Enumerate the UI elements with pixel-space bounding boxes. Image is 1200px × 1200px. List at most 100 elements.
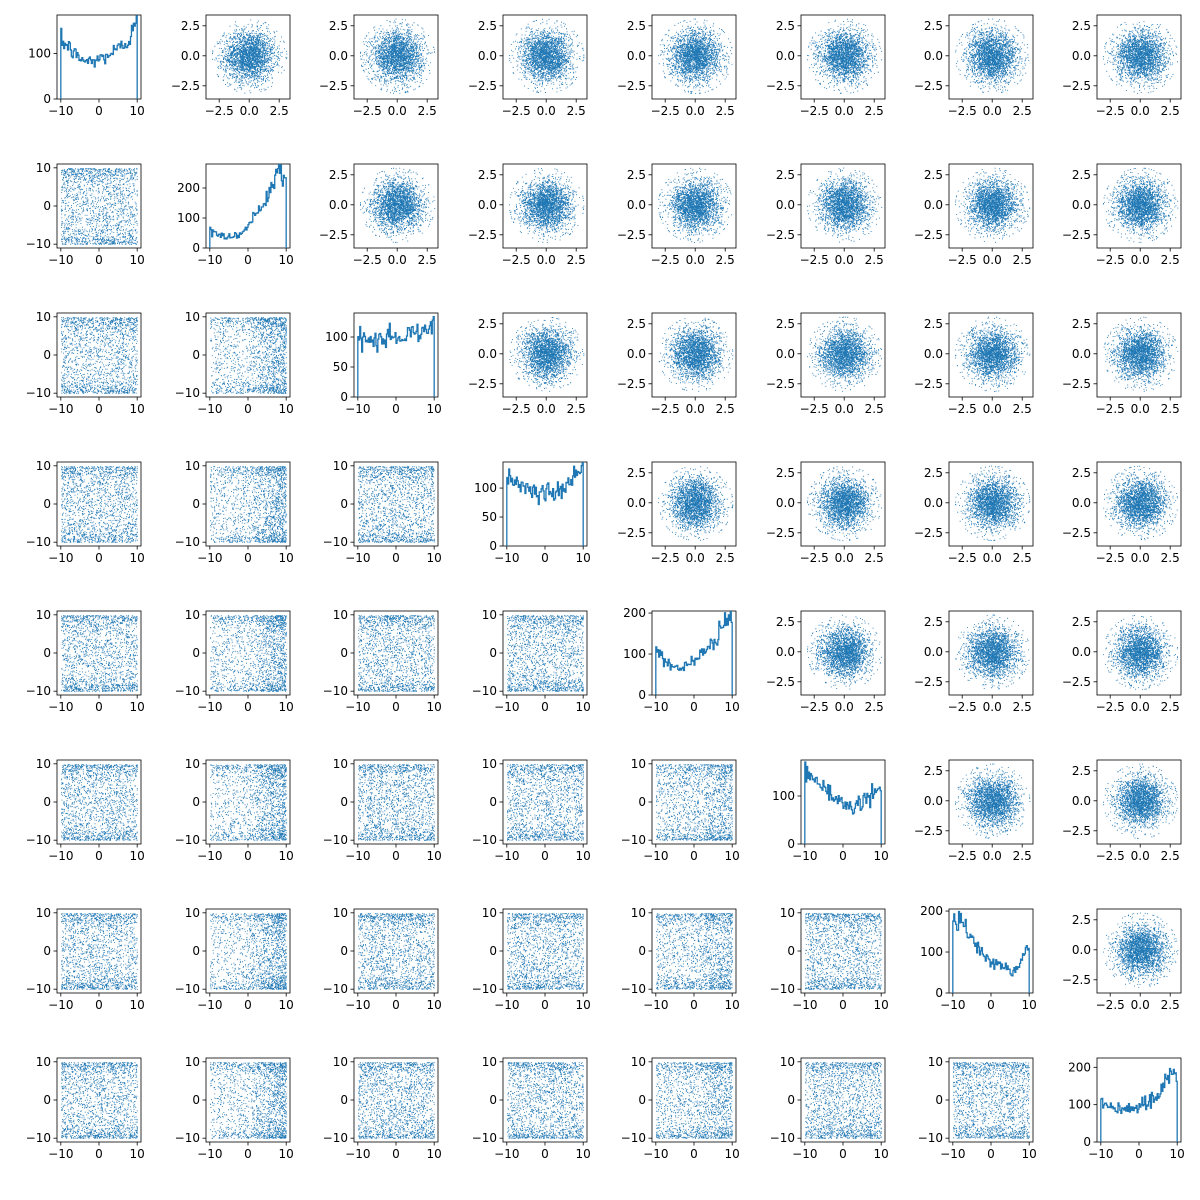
y-tick-label: 0.0 [776,496,795,510]
x-tick-label: −10 [494,700,519,714]
x-tick-label: 10 [130,998,145,1012]
scatter-points [212,19,288,94]
x-tick-label: −2.5 [948,253,977,267]
y-tick-label: 0 [787,837,795,851]
panel-frame [1096,163,1182,249]
y-tick-label: 0 [43,1093,51,1107]
y-tick-label: 0 [638,688,646,702]
y-tick-label: 0 [489,1093,497,1107]
y-tick-label: −10 [323,1131,348,1145]
y-tick-label: −2.5 [319,228,348,242]
x-tick-label: 0 [690,998,698,1012]
x-tick-label: 0 [987,998,995,1012]
scatter-points [658,167,732,243]
y-tick-label: 100 [28,47,51,61]
y-tick-label: −10 [770,982,795,996]
panel-frame [1096,759,1182,845]
y-tick-label: 200 [623,606,646,620]
x-tick-label: −10 [197,551,222,565]
x-tick-label: 10 [130,402,145,416]
x-tick-label: 0.0 [983,849,1002,863]
x-tick-label: 0 [392,1147,400,1161]
scatter-points [358,1062,435,1139]
panel-frame [651,610,737,696]
y-tick-label: 10 [185,310,200,324]
y-tick-label: 10 [36,906,51,920]
y-tick-label: 0 [192,1093,200,1107]
x-tick-label: −2.5 [1096,700,1125,714]
panel-r5-c1: −10 0 10 −10 0 10 [175,757,294,863]
x-tick-label: −2.5 [353,253,382,267]
y-tick-label: 100 [772,789,795,803]
y-tick-label: −10 [26,982,51,996]
y-tick-label: −10 [175,684,200,698]
y-tick-label: 10 [36,161,51,175]
panel-frame [800,312,886,398]
y-tick-label: −2.5 [617,79,646,93]
x-tick-label: 0 [95,1147,103,1161]
x-tick-label: −2.5 [1096,998,1125,1012]
x-tick-label: 0 [244,253,252,267]
x-tick-label: 10 [279,1147,294,1161]
x-tick-label: −2.5 [502,253,531,267]
panel-r0-c5: −2.5 0.0 2.5 −2.5 0.0 2.5 [766,14,886,118]
y-tick-label: 0.0 [1072,347,1091,361]
panel-frame [502,312,588,398]
panel-r5-c2: −10 0 10 −10 0 10 [323,757,442,863]
scatter-points [807,316,882,392]
x-tick-label: 2.5 [567,402,586,416]
y-tick-label: 2.5 [181,19,200,33]
y-tick-label: 10 [482,1055,497,1069]
y-tick-label: −2.5 [1062,824,1091,838]
x-tick-label: 10 [725,998,740,1012]
y-tick-label: 200 [1068,1060,1091,1074]
y-tick-label: −2.5 [1062,377,1091,391]
y-tick-label: 0 [638,944,646,958]
x-tick-label: 10 [427,700,442,714]
x-tick-label: 2.5 [865,253,884,267]
y-tick-label: 0.0 [776,347,795,361]
y-tick-label: 0.0 [924,794,943,808]
panel-r5-c4: −10 0 10 −10 0 10 [621,757,740,863]
y-tick-label: 0 [935,986,943,1000]
scatter-points [658,18,733,94]
y-tick-label: −2.5 [766,526,795,540]
scatter-points [955,316,1031,392]
panel-frame [353,163,439,249]
x-tick-label: 10 [279,253,294,267]
x-tick-label: 2.5 [1013,551,1032,565]
x-tick-label: 10 [427,551,442,565]
scatter-points [507,913,584,990]
y-tick-label: 100 [177,211,200,225]
y-tick-label: −10 [472,684,497,698]
x-tick-label: −2.5 [948,402,977,416]
y-tick-label: 100 [325,330,348,344]
x-tick-label: −2.5 [502,104,531,118]
panel-r1-c0: −10 0 10 −10 0 10 [26,161,145,267]
panel-r1-c4: −2.5 0.0 2.5 −2.5 0.0 2.5 [617,163,737,267]
x-tick-label: −2.5 [800,700,829,714]
y-tick-label: 0.0 [627,198,646,212]
y-tick-label: 10 [631,1055,646,1069]
x-tick-label: 10 [576,1147,591,1161]
y-tick-label: 0 [340,795,348,809]
scatter-points [61,615,138,692]
scatter-points [955,614,1030,690]
panel-r1-c3: −2.5 0.0 2.5 −2.5 0.0 2.5 [468,163,588,267]
y-tick-label: 0 [489,795,497,809]
x-tick-label: 0 [987,1147,995,1161]
x-tick-label: 0 [690,700,698,714]
panel-frame [1096,610,1182,696]
x-tick-label: −10 [197,700,222,714]
y-tick-label: 10 [333,757,348,771]
x-tick-label: −2.5 [948,104,977,118]
x-tick-label: −2.5 [353,104,382,118]
y-tick-label: 10 [36,310,51,324]
scatter-points [509,317,585,392]
y-tick-label: 0.0 [329,49,348,63]
panel-r7-c5: −10 0 10 −10 0 10 [770,1055,889,1161]
y-tick-label: 10 [780,1055,795,1069]
y-tick-label: 0.0 [924,645,943,659]
y-tick-label: −2.5 [617,377,646,391]
